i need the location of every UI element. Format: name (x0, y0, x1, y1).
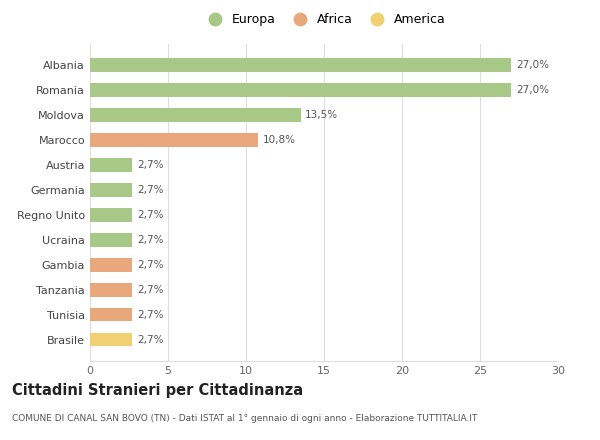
Bar (90, 208, 132, 222)
Text: Cittadini Stranieri per Cittadinanza: Cittadini Stranieri per Cittadinanza (12, 383, 303, 398)
Bar (90, 183, 132, 197)
Bar (90, 59, 511, 72)
Bar (90, 83, 511, 97)
Bar (90, 308, 132, 322)
Bar (90, 233, 132, 247)
Text: 2,7%: 2,7% (137, 235, 163, 245)
Text: 2,7%: 2,7% (137, 334, 163, 345)
Text: 2,7%: 2,7% (137, 260, 163, 270)
Text: 2,7%: 2,7% (137, 285, 163, 295)
Text: 13,5%: 13,5% (305, 110, 338, 120)
Bar (90, 108, 301, 122)
Text: 2,7%: 2,7% (137, 160, 163, 170)
Text: 2,7%: 2,7% (137, 185, 163, 195)
Bar (90, 283, 132, 297)
Bar (90, 258, 132, 271)
Bar (90, 158, 132, 172)
Legend: Europa, Africa, America: Europa, Africa, America (197, 8, 451, 31)
Bar (90, 333, 132, 346)
Text: 2,7%: 2,7% (137, 210, 163, 220)
Text: 10,8%: 10,8% (263, 135, 296, 145)
Text: 2,7%: 2,7% (137, 310, 163, 319)
Text: 27,0%: 27,0% (516, 85, 549, 95)
Text: 27,0%: 27,0% (516, 60, 549, 70)
Bar (90, 133, 259, 147)
Text: COMUNE DI CANAL SAN BOVO (TN) - Dati ISTAT al 1° gennaio di ogni anno - Elaboraz: COMUNE DI CANAL SAN BOVO (TN) - Dati IST… (12, 414, 478, 422)
